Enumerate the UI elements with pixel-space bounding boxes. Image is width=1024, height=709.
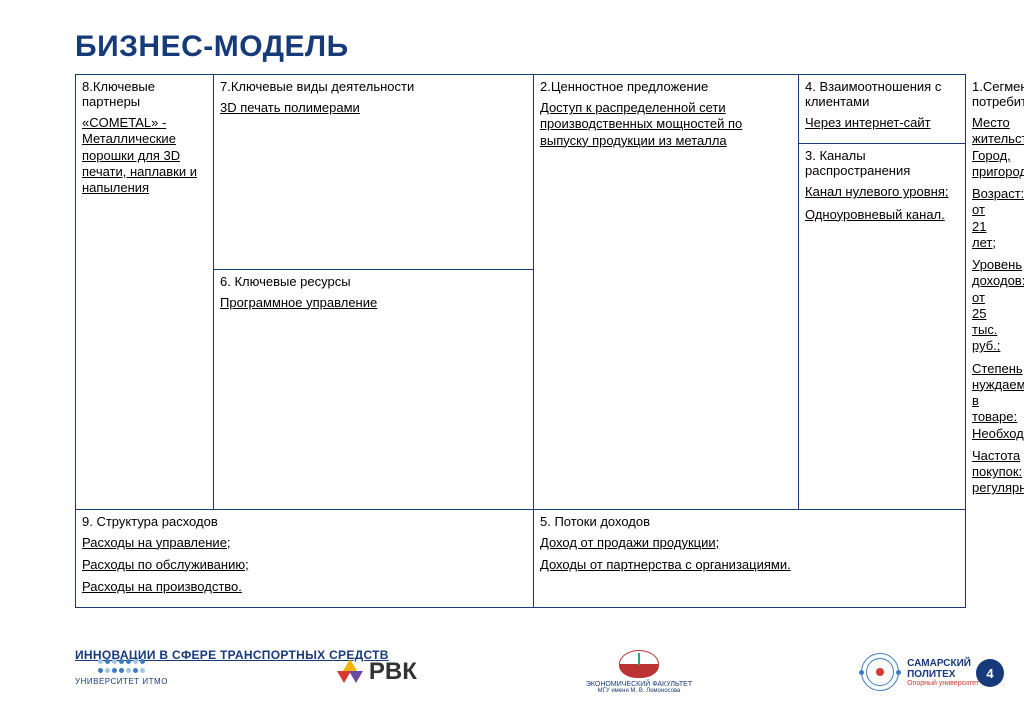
costs-item: Расходы по обслуживанию;	[82, 557, 527, 573]
value-item: Доступ к распределенной сети производств…	[540, 100, 792, 149]
logo-rvk-text: РВК	[369, 658, 417, 686]
rvk-icon	[337, 659, 363, 685]
partners-heading: 8.Ключевые партнеры	[82, 79, 207, 109]
resources-item: Программное управление	[220, 295, 527, 311]
canvas-value: 2.Ценностное предложение Доступ к распре…	[534, 75, 799, 510]
politeh-ring-icon	[861, 653, 899, 691]
econ-emblem-icon	[619, 650, 659, 678]
channels-heading: 3. Каналы распространения	[805, 148, 959, 178]
canvas-resources: 6. Ключевые ресурсы Программное управлен…	[214, 269, 534, 509]
channels-item: Одноуровневый канал.	[805, 207, 959, 223]
activities-heading: 7.Ключевые виды деятельности	[220, 79, 527, 94]
logo-econ-line1: ЭКОНОМИЧЕСКИЙ ФАКУЛЬТЕТ	[586, 681, 692, 688]
canvas-revenue: 5. Потоки доходов Доход от продажи проду…	[534, 509, 966, 608]
costs-heading: 9. Структура расходов	[82, 514, 527, 529]
revenue-item: Доходы от партнерства с организациями.	[540, 557, 959, 573]
activities-item: 3D печать полимерами	[220, 100, 527, 116]
value-heading: 2.Ценностное предложение	[540, 79, 792, 94]
logo-econ-line2: МГУ имени М. В. Ломоносова	[598, 688, 681, 694]
revenue-item: Доход от продажи продукции;	[540, 535, 959, 551]
canvas-partners: 8.Ключевые партнеры «COMETAL» - Металлич…	[76, 75, 214, 510]
revenue-heading: 5. Потоки доходов	[540, 514, 959, 529]
costs-item: Расходы на управление;	[82, 535, 527, 551]
logo-econ: ЭКОНОМИЧЕСКИЙ ФАКУЛЬТЕТ МГУ имени М. В. …	[586, 650, 692, 694]
logo-itmo: УНИВЕРСИТЕТ ИТМО	[75, 659, 168, 686]
canvas-relationships: 4. Взаимоотношения с клиентами Через инт…	[799, 75, 966, 144]
resources-heading: 6. Ключевые ресурсы	[220, 274, 527, 289]
logo-itmo-text: УНИВЕРСИТЕТ ИТМО	[75, 677, 168, 686]
channels-item: Канал нулевого уровня;	[805, 184, 959, 200]
logo-politeh: САМАРСКИЙ ПОЛИТЕХ Опорный университет	[861, 653, 979, 691]
relationships-item: Через интернет-сайт	[805, 115, 959, 131]
logo-rvk: РВК	[337, 658, 417, 686]
costs-item: Расходы на производство.	[82, 579, 527, 595]
logo-politeh-sub: Опорный университет	[907, 680, 979, 687]
logo-politeh-line1: САМАРСКИЙ	[907, 658, 979, 669]
logo-bar: УНИВЕРСИТЕТ ИТМО РВК ЭКОНОМИЧЕСКИЙ ФАКУЛ…	[75, 650, 979, 694]
canvas-channels: 3. Каналы распространения Канал нулевого…	[799, 144, 966, 509]
canvas-costs: 9. Структура расходов Расходы на управле…	[76, 509, 534, 608]
partners-item: «COMETAL» - Металлические порошки для 3D…	[82, 115, 207, 196]
canvas-activities: 7.Ключевые виды деятельности 3D печать п…	[214, 75, 534, 270]
page-number-badge: 4	[976, 659, 1004, 687]
business-model-canvas: 8.Ключевые партнеры «COMETAL» - Металлич…	[75, 74, 966, 608]
page-title: БИЗНЕС-МОДЕЛЬ	[75, 30, 964, 64]
relationships-heading: 4. Взаимоотношения с клиентами	[805, 79, 959, 109]
logo-politeh-line2: ПОЛИТЕХ	[907, 669, 979, 680]
